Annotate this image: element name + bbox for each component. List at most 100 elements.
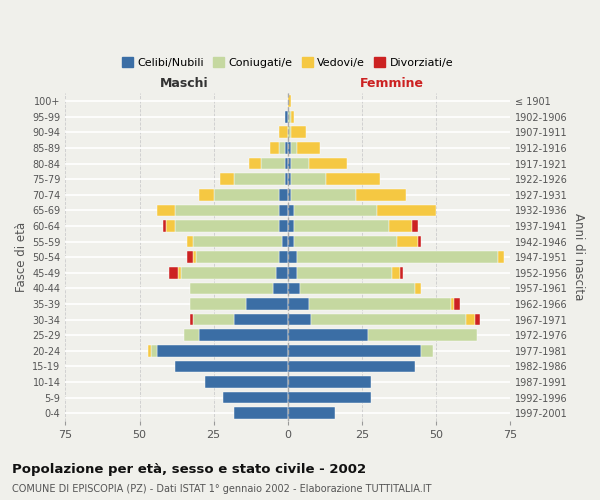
Bar	[451, 298, 454, 310]
Bar	[196, 252, 279, 263]
Bar	[288, 174, 291, 185]
Bar	[193, 314, 235, 326]
Bar	[184, 330, 199, 341]
Bar	[214, 189, 279, 200]
Bar	[235, 174, 285, 185]
Bar	[285, 174, 288, 185]
Bar	[291, 142, 296, 154]
Bar	[299, 282, 415, 294]
Text: Femmine: Femmine	[359, 77, 424, 90]
Bar	[187, 236, 193, 248]
Bar	[454, 298, 460, 310]
Bar	[288, 158, 291, 170]
Bar	[288, 314, 311, 326]
Bar	[288, 189, 291, 200]
Bar	[235, 408, 288, 419]
Bar	[288, 282, 299, 294]
Bar	[311, 314, 466, 326]
Bar	[412, 220, 418, 232]
Bar	[163, 220, 166, 232]
Bar	[279, 126, 288, 138]
Bar	[181, 267, 276, 278]
Bar	[421, 345, 433, 356]
Bar	[296, 142, 320, 154]
Bar	[288, 96, 291, 107]
Bar	[288, 267, 296, 278]
Bar	[279, 142, 285, 154]
Bar	[288, 345, 421, 356]
Bar	[293, 220, 389, 232]
Bar	[166, 220, 175, 232]
Bar	[466, 314, 475, 326]
Bar	[356, 189, 406, 200]
Bar	[296, 252, 498, 263]
Bar	[288, 252, 296, 263]
Bar	[282, 236, 288, 248]
Bar	[273, 282, 288, 294]
Bar	[249, 158, 261, 170]
Bar	[291, 189, 356, 200]
Bar	[178, 267, 181, 278]
Bar	[288, 392, 371, 404]
Bar	[220, 174, 235, 185]
Y-axis label: Anni di nascita: Anni di nascita	[572, 214, 585, 301]
Text: Popolazione per età, sesso e stato civile - 2002: Popolazione per età, sesso e stato civil…	[12, 462, 366, 475]
Bar	[205, 376, 288, 388]
Bar	[175, 204, 279, 216]
Bar	[223, 392, 288, 404]
Bar	[279, 252, 288, 263]
Bar	[293, 236, 397, 248]
Legend: Celibi/Nubili, Coniugati/e, Vedovi/e, Divorziati/e: Celibi/Nubili, Coniugati/e, Vedovi/e, Di…	[118, 53, 458, 72]
Bar	[193, 252, 196, 263]
Bar	[288, 236, 293, 248]
Bar	[279, 220, 288, 232]
Bar	[288, 298, 308, 310]
Bar	[392, 267, 400, 278]
Bar	[397, 236, 418, 248]
Bar	[285, 158, 288, 170]
Bar	[288, 111, 291, 122]
Bar	[175, 360, 288, 372]
Bar	[151, 345, 157, 356]
Bar	[400, 267, 403, 278]
Text: COMUNE DI EPISCOPIA (PZ) - Dati ISTAT 1° gennaio 2002 - Elaborazione TUTTITALIA.: COMUNE DI EPISCOPIA (PZ) - Dati ISTAT 1°…	[12, 484, 431, 494]
Bar	[498, 252, 504, 263]
Bar	[288, 220, 293, 232]
Bar	[279, 189, 288, 200]
Bar	[308, 158, 347, 170]
Bar	[288, 360, 415, 372]
Bar	[270, 142, 279, 154]
Bar	[326, 174, 380, 185]
Bar	[190, 282, 273, 294]
Bar	[475, 314, 481, 326]
Bar	[199, 330, 288, 341]
Bar	[285, 142, 288, 154]
Bar	[199, 189, 214, 200]
Bar	[157, 345, 288, 356]
Bar	[377, 204, 436, 216]
Bar	[415, 282, 421, 294]
Bar	[291, 111, 293, 122]
Bar	[291, 158, 308, 170]
Bar	[291, 126, 305, 138]
Bar	[190, 298, 246, 310]
Bar	[288, 204, 293, 216]
Bar	[279, 204, 288, 216]
Bar	[288, 126, 291, 138]
Bar	[285, 111, 288, 122]
Bar	[291, 174, 326, 185]
Bar	[308, 298, 451, 310]
Bar	[288, 408, 335, 419]
Bar	[261, 158, 285, 170]
Bar	[296, 267, 392, 278]
Bar	[169, 267, 178, 278]
Bar	[157, 204, 175, 216]
Bar	[288, 142, 291, 154]
Bar	[389, 220, 412, 232]
Bar	[288, 376, 371, 388]
Bar	[293, 204, 377, 216]
Bar	[187, 252, 193, 263]
Bar	[235, 314, 288, 326]
Bar	[148, 345, 151, 356]
Bar	[288, 330, 368, 341]
